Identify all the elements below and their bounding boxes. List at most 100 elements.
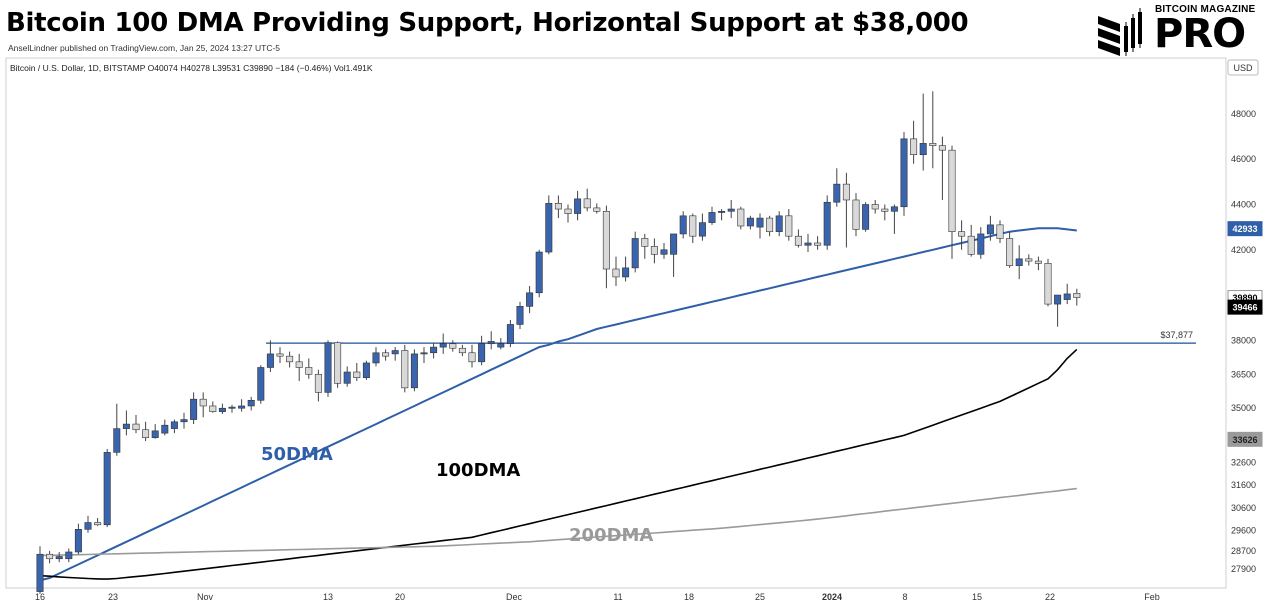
candle [679, 211, 687, 239]
candle [583, 188, 591, 212]
currency-label: USD [1233, 63, 1253, 73]
candle [910, 120, 918, 164]
candle [948, 145, 956, 259]
candle-body [746, 217, 754, 227]
candle-body [602, 210, 610, 270]
candle-body [958, 231, 966, 237]
candle [218, 403, 226, 414]
candle [814, 236, 822, 250]
x-tick-label: Dec [506, 592, 523, 602]
candle [746, 215, 754, 230]
candle-body [65, 551, 73, 560]
ma-labels: 50DMA 100DMA 200DMA [261, 444, 653, 546]
candle [94, 518, 102, 526]
candle [631, 231, 639, 273]
candle [276, 347, 284, 363]
candle [228, 404, 236, 413]
candle-body [708, 212, 716, 223]
candle [84, 515, 92, 533]
candle-body [46, 553, 54, 560]
y-tick-label: 38000 [1231, 335, 1256, 345]
candle-body [890, 206, 898, 212]
support-label: $37,877 [1160, 330, 1193, 340]
candle [151, 424, 159, 439]
candle-body [554, 203, 562, 210]
candle [564, 204, 572, 223]
candle [353, 362, 361, 382]
candle [545, 195, 553, 255]
candle-body [842, 183, 850, 201]
candle [74, 523, 82, 555]
x-tick-label: 22 [1045, 592, 1055, 602]
candle [602, 205, 610, 289]
candle-body [977, 233, 985, 255]
currency-badge[interactable] [1227, 59, 1259, 76]
candle-body [372, 352, 380, 364]
candle-body [199, 398, 207, 407]
candle-body [583, 198, 591, 209]
candle-body [650, 246, 658, 255]
candle-body [823, 201, 831, 246]
x-tick-label: 8 [902, 592, 907, 602]
y-tick-label: 46000 [1231, 154, 1256, 164]
y-tick-label: 35000 [1231, 403, 1256, 413]
candle-body [142, 429, 150, 438]
candle [362, 360, 370, 380]
x-tick-label: 16 [35, 592, 45, 602]
candle [382, 349, 390, 361]
candle [958, 220, 966, 250]
candle-body [593, 207, 601, 212]
candle-body [151, 430, 159, 438]
candle-body [929, 143, 937, 146]
candle-body [737, 208, 745, 227]
candle-body [257, 367, 265, 401]
candle [343, 366, 351, 387]
brand-logo: BITCOIN MAGAZINE PRO [1098, 4, 1268, 56]
x-tick-label: 11 [613, 592, 622, 602]
candle-body [814, 242, 822, 246]
candle-body [1006, 238, 1014, 266]
page-title: Bitcoin 100 DMA Providing Support, Horiz… [6, 8, 969, 38]
horizontal-support: $37,877 [266, 330, 1196, 344]
candle-body [545, 203, 553, 253]
candles [36, 91, 1081, 594]
candle-body [1054, 294, 1062, 305]
candle [401, 344, 409, 393]
ma-line-50dma [39, 227, 1077, 582]
candle [526, 285, 534, 314]
candle [1044, 258, 1052, 307]
candle-body [775, 215, 783, 232]
candle [823, 195, 831, 250]
candle-body [190, 398, 198, 420]
candle [103, 448, 111, 528]
candle [775, 211, 783, 237]
candle-body [698, 222, 706, 237]
candle-body [314, 373, 322, 393]
candle [122, 410, 130, 436]
candle-body [487, 341, 495, 345]
candle [516, 301, 524, 329]
y-tick-label: 27900 [1231, 564, 1256, 574]
candle-body [324, 342, 332, 393]
candle-body [401, 350, 409, 389]
x-tick-label: Nov [197, 592, 214, 602]
candle-body [266, 353, 274, 368]
candle [46, 550, 54, 564]
y-tick-label: 44000 [1231, 200, 1256, 210]
candle [718, 209, 726, 221]
candle [257, 365, 265, 404]
candle-body [218, 407, 226, 412]
candle-body [794, 235, 802, 246]
candle-body [132, 423, 140, 431]
candle-body [286, 355, 294, 363]
candle [487, 331, 495, 350]
candle [209, 401, 217, 413]
candle [305, 358, 313, 379]
price-badge-ma200 [1227, 431, 1263, 447]
candle [180, 412, 188, 429]
candle-body [391, 350, 399, 355]
candle [919, 93, 927, 171]
candle-body [468, 352, 476, 363]
candle [247, 396, 255, 411]
